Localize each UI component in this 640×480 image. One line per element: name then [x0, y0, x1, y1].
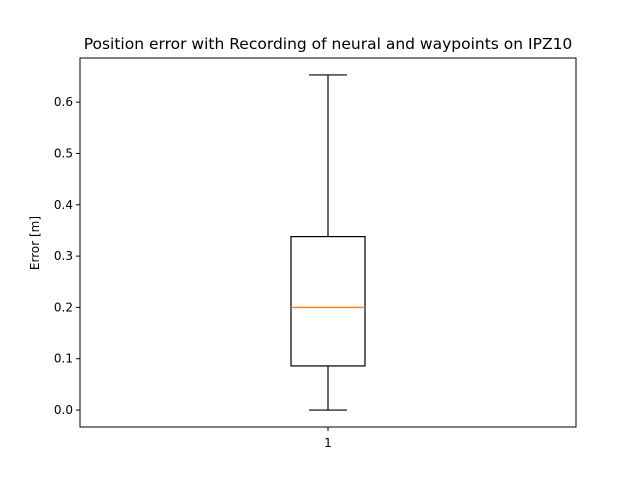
- iqr-box: [290, 235, 366, 367]
- y-tick-label: 0.0: [54, 403, 73, 417]
- y-axis-label: Error [m]: [28, 216, 42, 270]
- plot-area: 0.0 0.1 0.2 0.3 0.4 0.5 0.6 1: [54, 57, 577, 450]
- axes-frame: [79, 57, 577, 428]
- x-tick-label: 1: [324, 436, 332, 450]
- y-tick-label: 0.1: [54, 352, 73, 366]
- y-tick-label: 0.3: [54, 249, 73, 263]
- y-tick-label: 0.6: [54, 95, 73, 109]
- chart-title: Position error with Recording of neural …: [84, 35, 573, 53]
- y-tick-label: 0.2: [54, 300, 73, 314]
- y-tick-label: 0.5: [54, 146, 73, 160]
- y-tick-label: 0.4: [54, 198, 73, 212]
